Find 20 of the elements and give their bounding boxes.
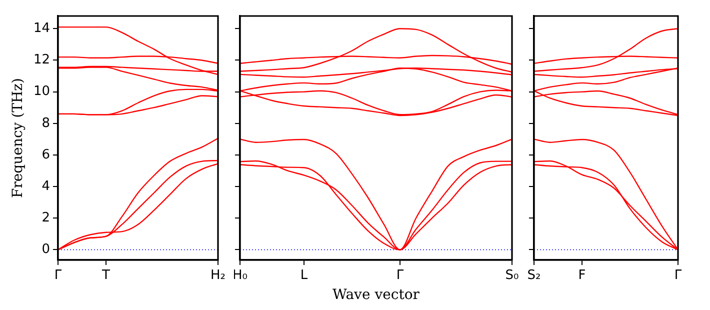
- y-tick-label: 4: [42, 178, 50, 194]
- y-axis-title: Frequency (THz): [10, 78, 26, 198]
- y-tick-label: 6: [42, 147, 50, 162]
- x-tick-label: L: [300, 268, 308, 284]
- x-tick-label: Γ: [54, 268, 62, 284]
- y-tick-label: 8: [42, 116, 50, 131]
- x-tick-label: T: [101, 268, 110, 284]
- x-tick-label: F: [578, 268, 586, 284]
- x-tick-label: S₀: [505, 268, 519, 284]
- y-tick-label: 12: [33, 52, 50, 68]
- x-tick-label: Γ: [396, 268, 404, 284]
- x-tick-label: H₂: [210, 268, 226, 284]
- x-tick-label: S₂: [527, 268, 541, 284]
- x-axis-title: Wave vector: [332, 287, 420, 304]
- y-tick-label: 2: [42, 210, 50, 226]
- y-tick-label: 10: [33, 84, 50, 100]
- y-tick-label: 14: [33, 21, 50, 36]
- y-tick-label: 0: [42, 242, 50, 258]
- x-tick-label: Γ: [674, 268, 682, 284]
- x-tick-label: H₀: [232, 268, 248, 284]
